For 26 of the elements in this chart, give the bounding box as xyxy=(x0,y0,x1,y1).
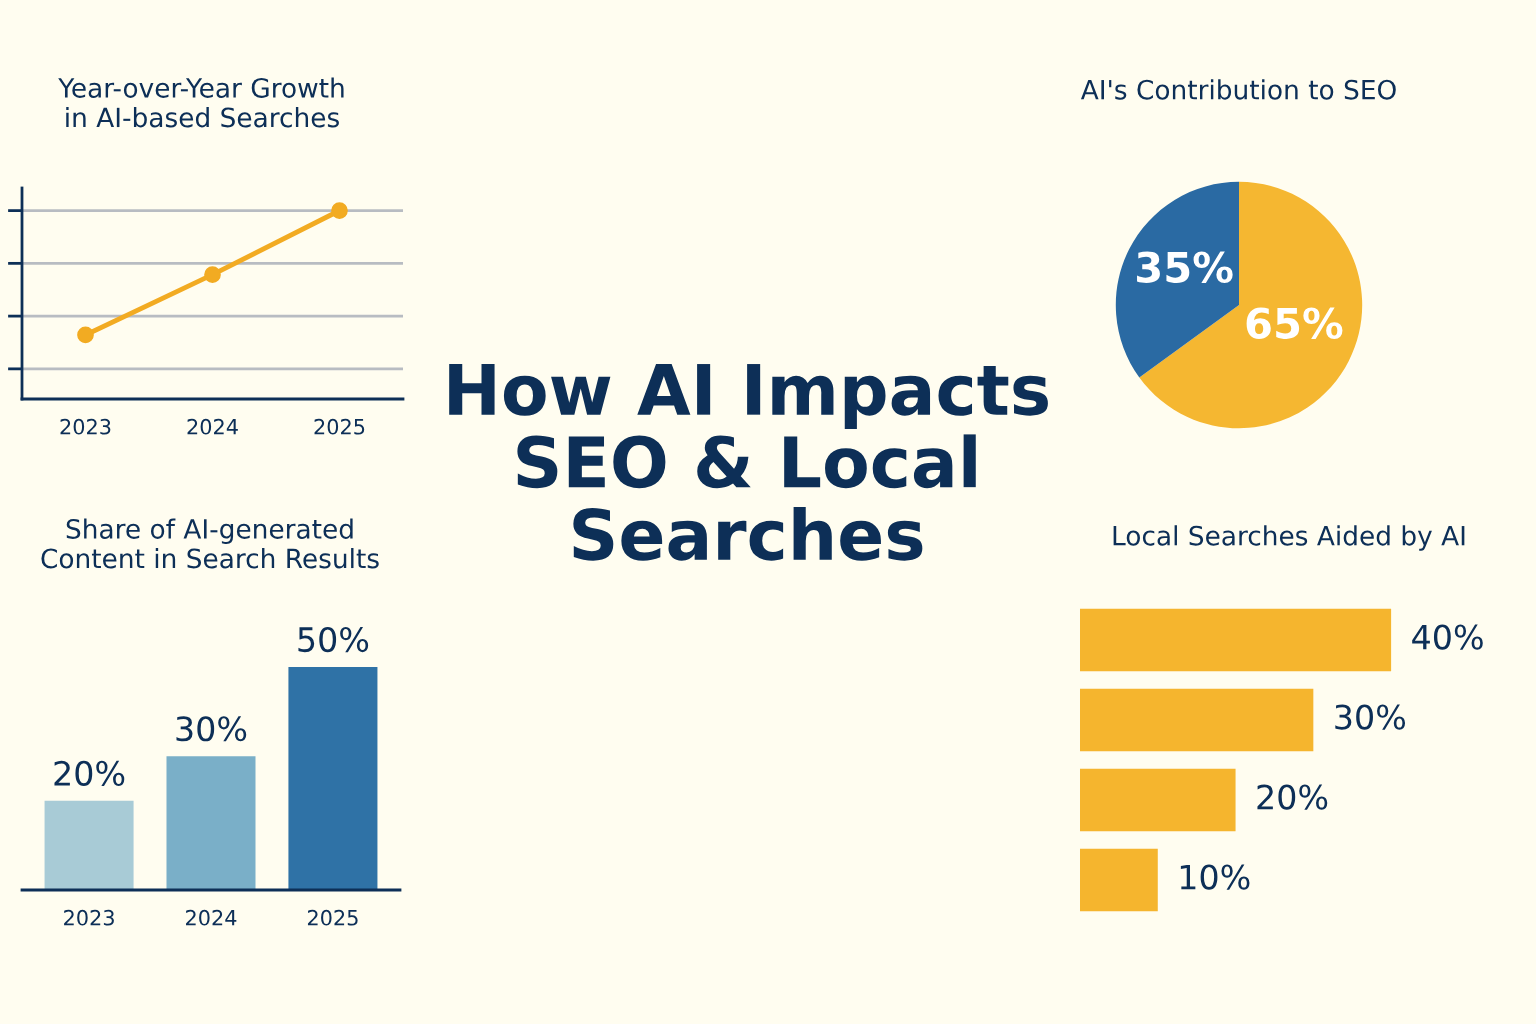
data-label: 10% xyxy=(1180,864,1250,890)
data-label: 65% xyxy=(1246,307,1343,339)
pie-slice xyxy=(1139,181,1363,429)
chart-title: Local Searches Aided by AI xyxy=(1113,525,1465,551)
x-tick-label: 2025 xyxy=(314,418,365,435)
chart-title: Year-over-Year Growth in AI-based Searches xyxy=(58,77,344,128)
chart-title: AI's Contribution to SEO xyxy=(1080,79,1396,100)
data-label: 35% xyxy=(1137,251,1233,283)
data-label: 30% xyxy=(1335,704,1406,730)
x-tick-label: 2025 xyxy=(307,909,358,926)
bar xyxy=(1080,768,1236,832)
data-label: 20% xyxy=(54,760,125,786)
pie-slice xyxy=(1115,181,1239,378)
x-tick-label: 2023 xyxy=(60,418,111,435)
bar xyxy=(1080,688,1314,752)
data-label: 20% xyxy=(1257,784,1328,810)
x-tick-label: 2023 xyxy=(64,909,114,926)
text: How AI Impacts SEO & Local Searches xyxy=(449,364,1048,561)
data-label: 30% xyxy=(176,716,247,742)
bar xyxy=(1080,608,1392,672)
x-tick-label: 2024 xyxy=(186,909,237,926)
x-tick-label: 2024 xyxy=(187,418,238,435)
bar xyxy=(1080,848,1158,912)
chart-title: Share of AI-generated Content in Search Results xyxy=(41,518,379,569)
data-label: 50% xyxy=(298,626,369,653)
data-label: 40% xyxy=(1412,624,1483,650)
